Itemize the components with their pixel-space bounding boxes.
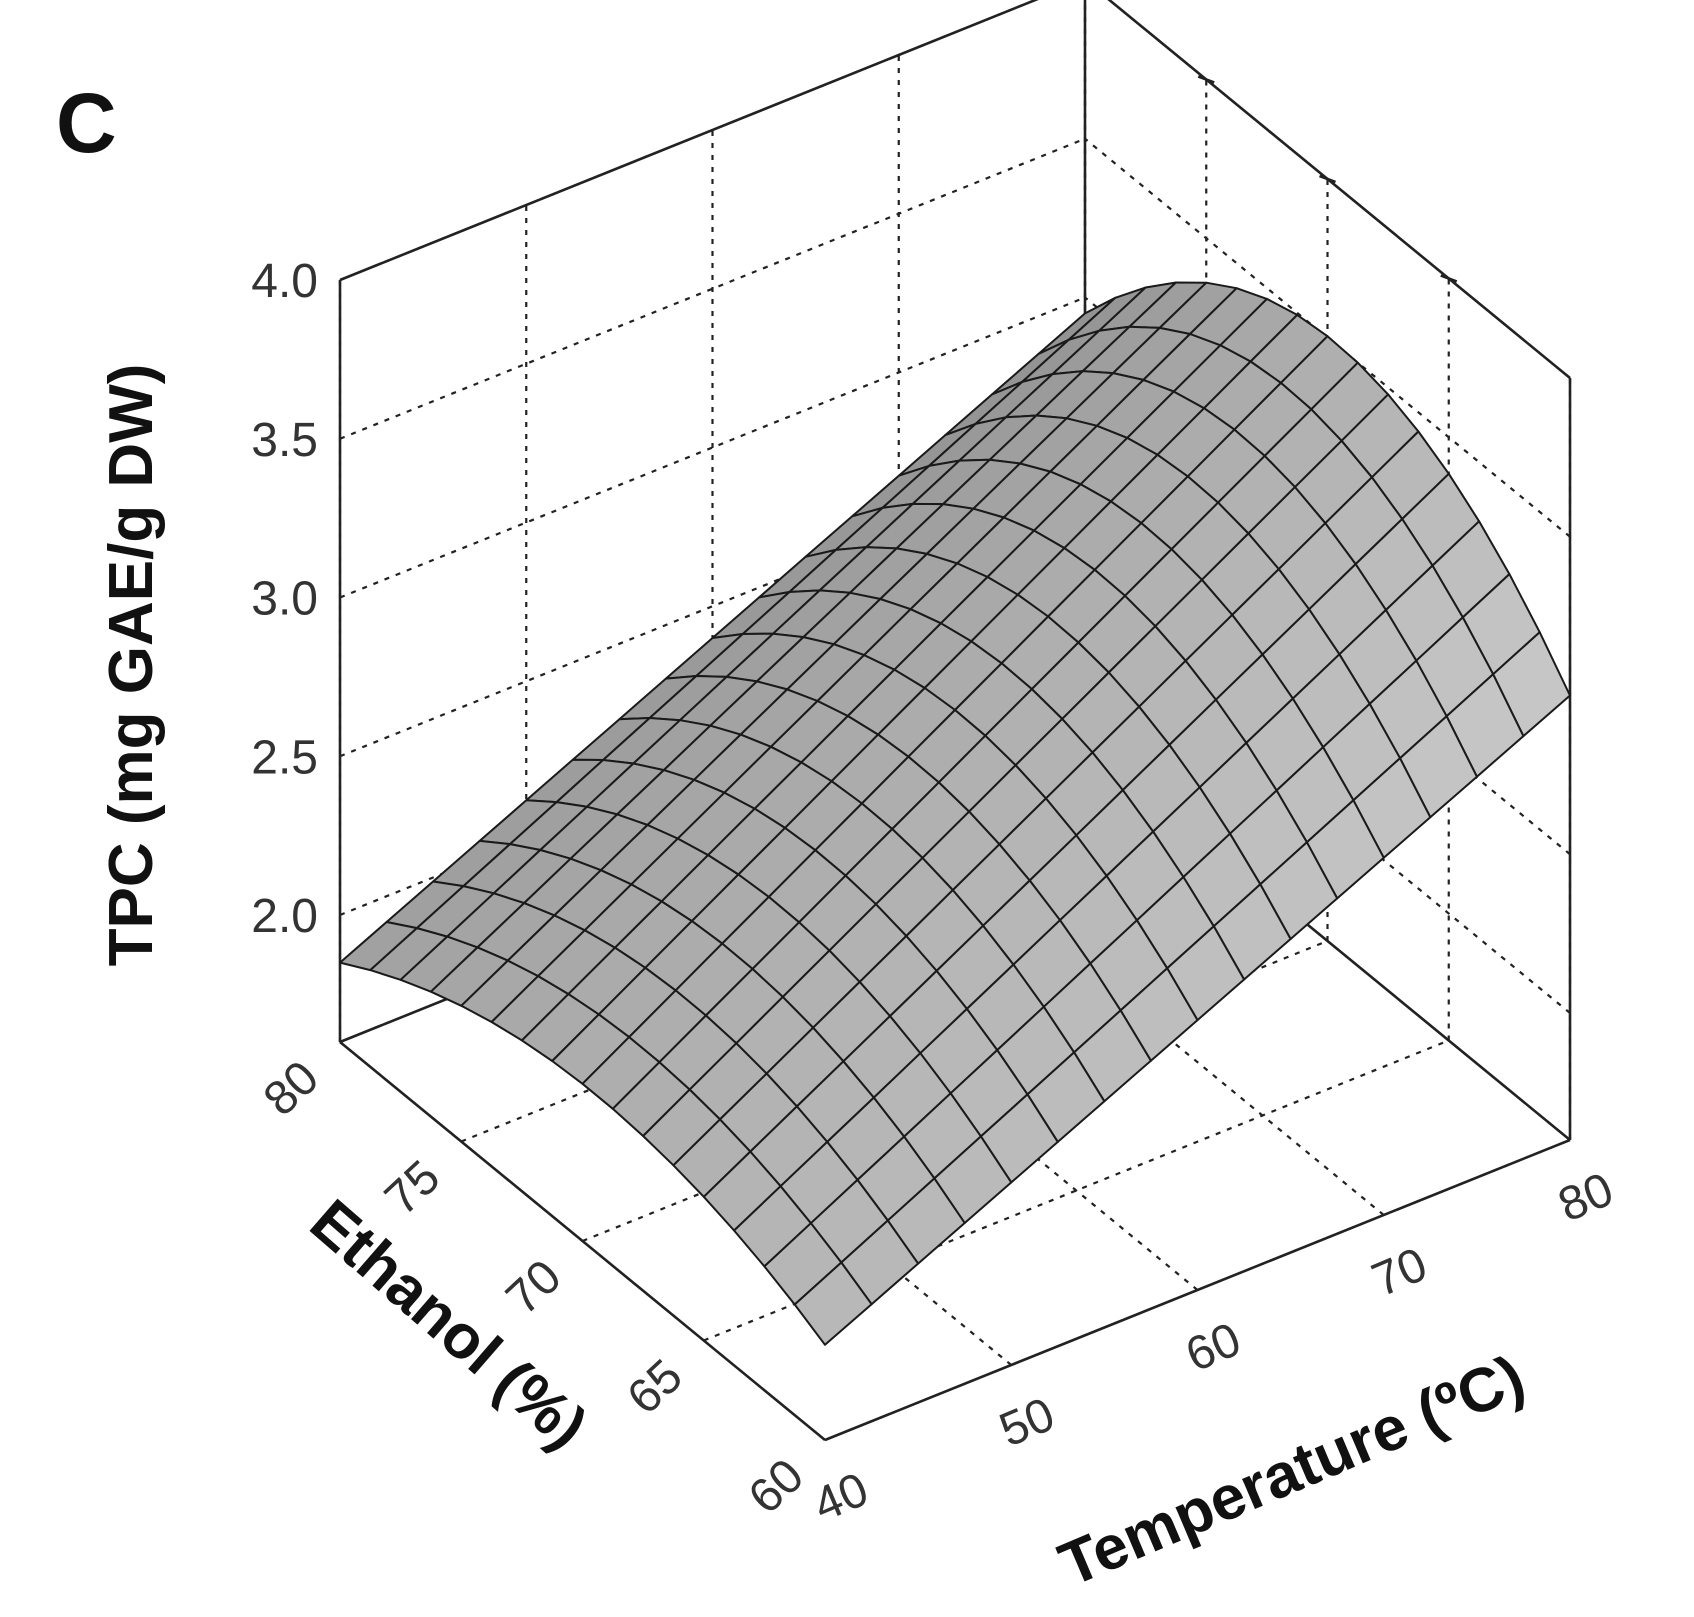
z-axis-title: TPC (mg GAE/g DW) xyxy=(97,364,166,967)
y-tick-label: 70 xyxy=(496,1250,571,1325)
x-axis-title: Temperature (ºC) xyxy=(1050,1342,1534,1600)
x-tick-label: 50 xyxy=(992,1388,1062,1458)
x-tick-label: 40 xyxy=(806,1463,876,1533)
panel-letter: C xyxy=(56,76,117,170)
frame-tick xyxy=(1319,174,1336,184)
z-tick-label: 3.5 xyxy=(251,414,318,467)
y-tick-label: 75 xyxy=(375,1151,450,1226)
y-axis-title: Ethanol (%) xyxy=(297,1187,600,1463)
grid-line xyxy=(339,0,1039,282)
grid-line xyxy=(339,137,1086,440)
grid-line xyxy=(460,840,1207,1143)
frame-tick xyxy=(1440,274,1458,283)
z-tick-label: 3.0 xyxy=(251,573,318,626)
y-tick-label: 80 xyxy=(254,1051,329,1126)
y-tick-label: 65 xyxy=(618,1350,693,1425)
x-tick-label: 80 xyxy=(1551,1163,1621,1233)
y-tick-label: 60 xyxy=(739,1449,814,1524)
x-tick-label: 70 xyxy=(1365,1238,1435,1308)
grid-line xyxy=(339,455,1086,758)
frame-edge xyxy=(339,1040,826,1442)
z-tick-label: 2.5 xyxy=(251,731,318,784)
surface-patch xyxy=(793,1261,873,1346)
z-tick-label: 2.0 xyxy=(251,890,318,943)
response-surface xyxy=(339,281,1571,1346)
frame-edge xyxy=(339,0,1039,282)
frame-edge xyxy=(824,1138,1571,1442)
z-tick-label: 4.0 xyxy=(251,255,318,308)
x-tick-label: 60 xyxy=(1179,1313,1249,1383)
frame-tick xyxy=(1197,75,1215,84)
grid-line xyxy=(339,296,1086,599)
